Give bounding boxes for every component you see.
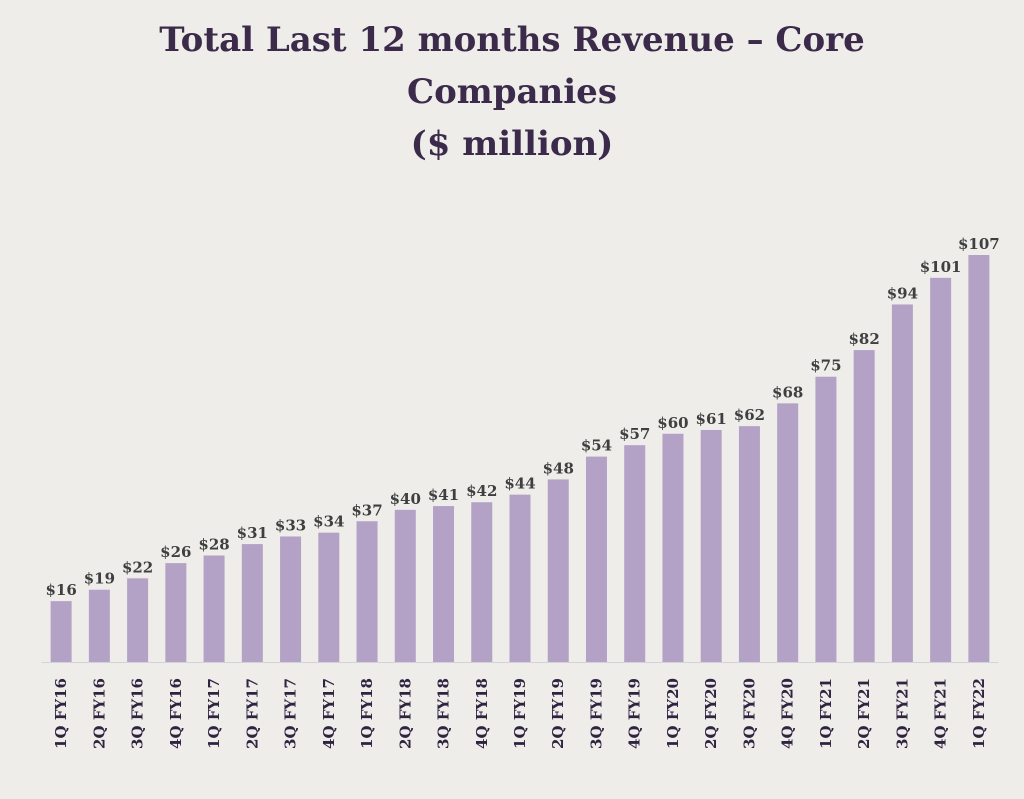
bar-3q-fy21 [891,304,913,662]
data-label: $44 [504,475,535,493]
data-label: $75 [810,357,841,375]
bar-2q-fy17 [241,544,263,662]
x-tick-label: 3Q FY16 [129,678,147,749]
x-tick-label: 3Q FY18 [435,678,453,749]
data-label: $48 [543,459,574,477]
x-tick-label: 2Q FY16 [90,678,108,749]
chart-title-line-2: Companies [407,72,617,112]
x-tick-label: 3Q FY20 [740,678,758,749]
bar-3q-fy17 [280,536,302,662]
x-tick-label: 3Q FY21 [893,678,911,749]
bar-2q-fy20 [700,429,722,662]
data-label: $41 [428,486,459,504]
bar-3q-fy18 [433,506,455,662]
x-tick-label: 1Q FY20 [664,678,682,749]
data-label: $107 [958,235,1000,253]
data-label: $42 [466,482,497,500]
data-label: $54 [581,437,612,455]
bar-1q-fy22 [968,255,990,662]
x-tick-label: 4Q FY20 [779,678,797,749]
bar-3q-fy20 [738,426,760,662]
bar-4q-fy18 [471,502,493,662]
data-label: $26 [160,543,191,561]
x-tick-label: 4Q FY16 [167,678,185,749]
x-tick-label: 1Q FY21 [817,678,835,749]
data-label: $22 [122,558,153,576]
data-label: $33 [275,516,306,534]
x-tick-label: 1Q FY22 [970,678,988,749]
x-tick-label: 2Q FY18 [396,678,414,749]
x-tick-label: 4Q FY21 [932,678,950,749]
data-label: $68 [772,383,803,401]
x-tick-label: 2Q FY20 [702,678,720,749]
x-tick-label: 4Q FY18 [473,678,491,749]
chart-title-line-1: Total Last 12 months Revenue – Core [159,20,865,60]
data-label: $40 [390,490,421,508]
chart-title: Total Last 12 months Revenue – Core Comp… [0,14,1024,170]
bar-4q-fy17 [318,532,340,662]
data-label: $62 [734,406,765,424]
bar-4q-fy20 [777,403,799,662]
bar-2q-fy16 [88,589,110,662]
bar-1q-fy21 [815,376,837,662]
data-label: $31 [237,524,268,542]
data-label: $37 [351,501,382,519]
x-tick-label: 2Q FY21 [855,678,873,749]
data-label: $101 [920,258,962,276]
x-tick-label: 1Q FY17 [205,678,223,749]
x-tick-label: 1Q FY18 [358,678,376,749]
x-tick-label: 2Q FY17 [243,678,261,749]
data-label: $34 [313,513,344,531]
data-label: $82 [849,330,880,348]
bar-4q-fy16 [165,563,187,662]
bar-3q-fy16 [127,578,149,662]
bar-2q-fy21 [853,350,875,662]
x-tick-label: 3Q FY17 [282,678,300,749]
x-tick-label: 3Q FY19 [587,678,605,749]
bar-4q-fy19 [624,445,646,662]
bar-1q-fy17 [203,555,225,662]
x-tick-label: 4Q FY19 [626,678,644,749]
x-tick-label: 4Q FY17 [320,678,338,749]
data-label: $60 [657,414,688,432]
bar-3q-fy19 [585,456,607,662]
x-tick-label: 1Q FY16 [52,678,70,749]
x-tick-label: 1Q FY19 [511,678,529,749]
bar-1q-fy20 [662,433,684,662]
data-label: $61 [696,410,727,428]
bar-2q-fy18 [394,509,416,662]
data-label: $19 [84,570,115,588]
data-label: $28 [198,536,229,554]
chart-title-line-3: ($ million) [410,124,614,164]
bar-1q-fy18 [356,521,378,662]
x-tick-label: 2Q FY19 [549,678,567,749]
data-label: $94 [887,284,918,302]
bar-2q-fy19 [547,479,569,662]
data-label: $57 [619,425,650,443]
bar-1q-fy16 [50,601,72,662]
data-label: $16 [45,581,76,599]
bar-4q-fy21 [930,277,952,662]
bar-1q-fy19 [509,494,531,662]
